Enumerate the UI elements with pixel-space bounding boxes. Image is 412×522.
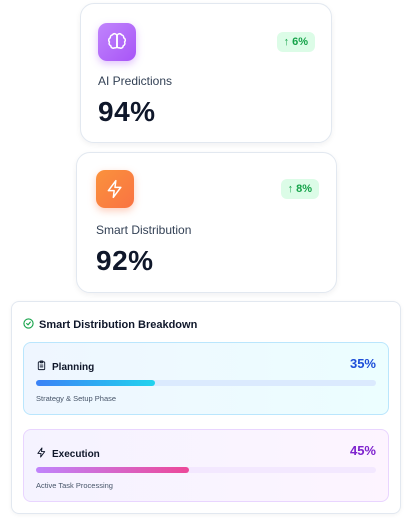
phase-planning: Planning 35% Strategy & Setup Phase (23, 342, 389, 415)
trend-value: 8% (296, 183, 312, 195)
clipboard-icon (36, 358, 47, 376)
arrow-up-icon: ↑ (287, 183, 294, 195)
phase-execution: Execution 45% Active Task Processing (23, 429, 389, 502)
phase-percent: 35% (349, 356, 376, 371)
progress-fill (36, 467, 189, 473)
stat-value: 92% (96, 245, 154, 276)
trend-badge: ↑ 8% (280, 179, 319, 199)
smart-distribution-card: ↑ 8% Smart Distribution 92% (76, 152, 337, 293)
progress-track (36, 380, 376, 386)
arrow-up-icon: ↑ (283, 36, 290, 48)
phase-header: Planning (36, 358, 94, 376)
ai-predictions-card: ↑ 6% AI Predictions 94% (80, 3, 332, 143)
phase-subtitle: Active Task Processing (36, 481, 113, 490)
stat-label: Smart Distribution (96, 223, 192, 237)
check-circle-icon (23, 316, 34, 334)
phase-header: Execution (36, 445, 100, 463)
progress-fill (36, 380, 155, 386)
breakdown-header: Smart Distribution Breakdown (23, 316, 197, 334)
trend-value: 6% (292, 36, 308, 48)
lightning-icon (36, 445, 47, 463)
trend-badge: ↑ 6% (276, 32, 315, 52)
phase-name: Planning (52, 361, 95, 373)
phase-name: Execution (52, 448, 100, 460)
progress-track (36, 467, 376, 473)
phase-subtitle: Strategy & Setup Phase (36, 394, 117, 403)
breakdown-title: Smart Distribution Breakdown (39, 319, 198, 331)
distribution-breakdown-panel: Smart Distribution Breakdown Planning 35… (11, 301, 401, 514)
lightning-icon (96, 170, 134, 208)
stat-label: AI Predictions (98, 74, 173, 88)
phase-percent: 45% (349, 443, 376, 458)
stat-value: 94% (98, 96, 156, 127)
brain-icon (98, 23, 136, 61)
